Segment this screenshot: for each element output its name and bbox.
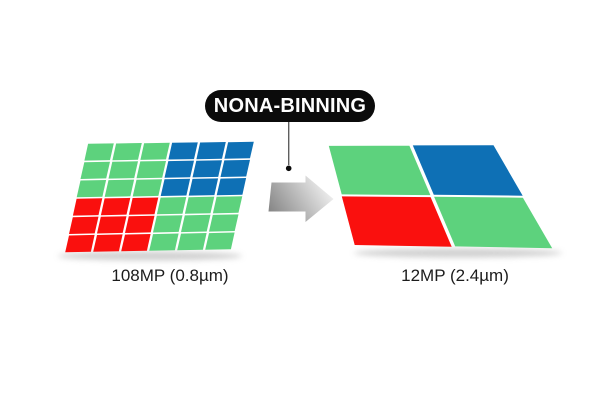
pixel-cell-r1c1 (108, 161, 138, 179)
pixel-cell-r1c3 (164, 160, 194, 178)
left-sensor-label: 108MP (0.8µm) (111, 266, 229, 285)
pixel-cell-r3c4 (184, 196, 215, 214)
connector-line-group (285, 121, 292, 172)
pixel-cell-r5c4 (177, 233, 207, 251)
pixel-cell-r5c5 (205, 232, 235, 250)
pixel-cell-r4c1 (97, 216, 127, 234)
pixel-cell-r2c0 (76, 180, 107, 198)
pixel-cell-r3c3 (156, 197, 187, 215)
pixel-cell-r0c0 (328, 145, 431, 196)
right-sensor-shadow (354, 248, 562, 258)
pixel-cell-r4c0 (69, 216, 99, 234)
pixel-cell-r4c2 (125, 215, 155, 233)
badge-label: NONA-BINNING (213, 94, 367, 117)
left-sensor-grid (65, 141, 254, 253)
pixel-cell-r1c0 (341, 196, 452, 247)
pixel-cell-r1c4 (192, 160, 222, 178)
pixel-cell-r4c4 (181, 214, 211, 233)
pixel-cell-r1c5 (220, 159, 250, 177)
pixel-cell-r3c5 (212, 196, 243, 214)
pixel-cell-r3c1 (100, 197, 131, 216)
pixel-cell-r1c0 (80, 161, 110, 179)
pixel-cell-r3c0 (72, 198, 103, 216)
pixel-cell-r0c2 (140, 142, 170, 160)
pixel-cell-r2c3 (160, 178, 191, 196)
pixel-cell-r5c2 (121, 234, 151, 252)
pixel-cell-r1c1 (434, 196, 553, 249)
pixel-cell-r5c1 (93, 234, 123, 252)
pixel-cell-r3c2 (128, 197, 159, 215)
pixel-cell-r0c4 (196, 142, 226, 160)
connector-dot-icon (285, 165, 292, 172)
pixel-cell-r5c3 (149, 233, 179, 251)
pixel-cell-r0c3 (168, 142, 198, 160)
nona-binning-badge: NONA-BINNING (205, 90, 375, 122)
right-sensor-grid (328, 145, 553, 249)
pixel-cell-r1c2 (136, 161, 166, 179)
right-arrow-icon (268, 175, 334, 222)
left-sensor-shadow (58, 251, 242, 261)
drop-shadows (58, 248, 562, 261)
pixel-cell-r0c0 (84, 143, 114, 161)
binning-arrow-group (268, 175, 334, 222)
pixel-cell-r0c1 (112, 143, 142, 161)
pixel-cell-r2c5 (216, 178, 247, 196)
right-sensor-label: 12MP (2.4µm) (401, 266, 509, 285)
pixel-cell-r5c0 (65, 234, 95, 253)
pixel-cell-r2c1 (104, 179, 135, 197)
pixel-cell-r0c1 (412, 145, 523, 196)
pixel-cell-r2c2 (132, 179, 163, 197)
pixel-cell-r2c4 (188, 178, 219, 196)
pixel-cell-r4c3 (153, 215, 183, 233)
pixel-cell-r4c5 (209, 214, 239, 232)
pixel-cell-r0c5 (224, 141, 254, 159)
